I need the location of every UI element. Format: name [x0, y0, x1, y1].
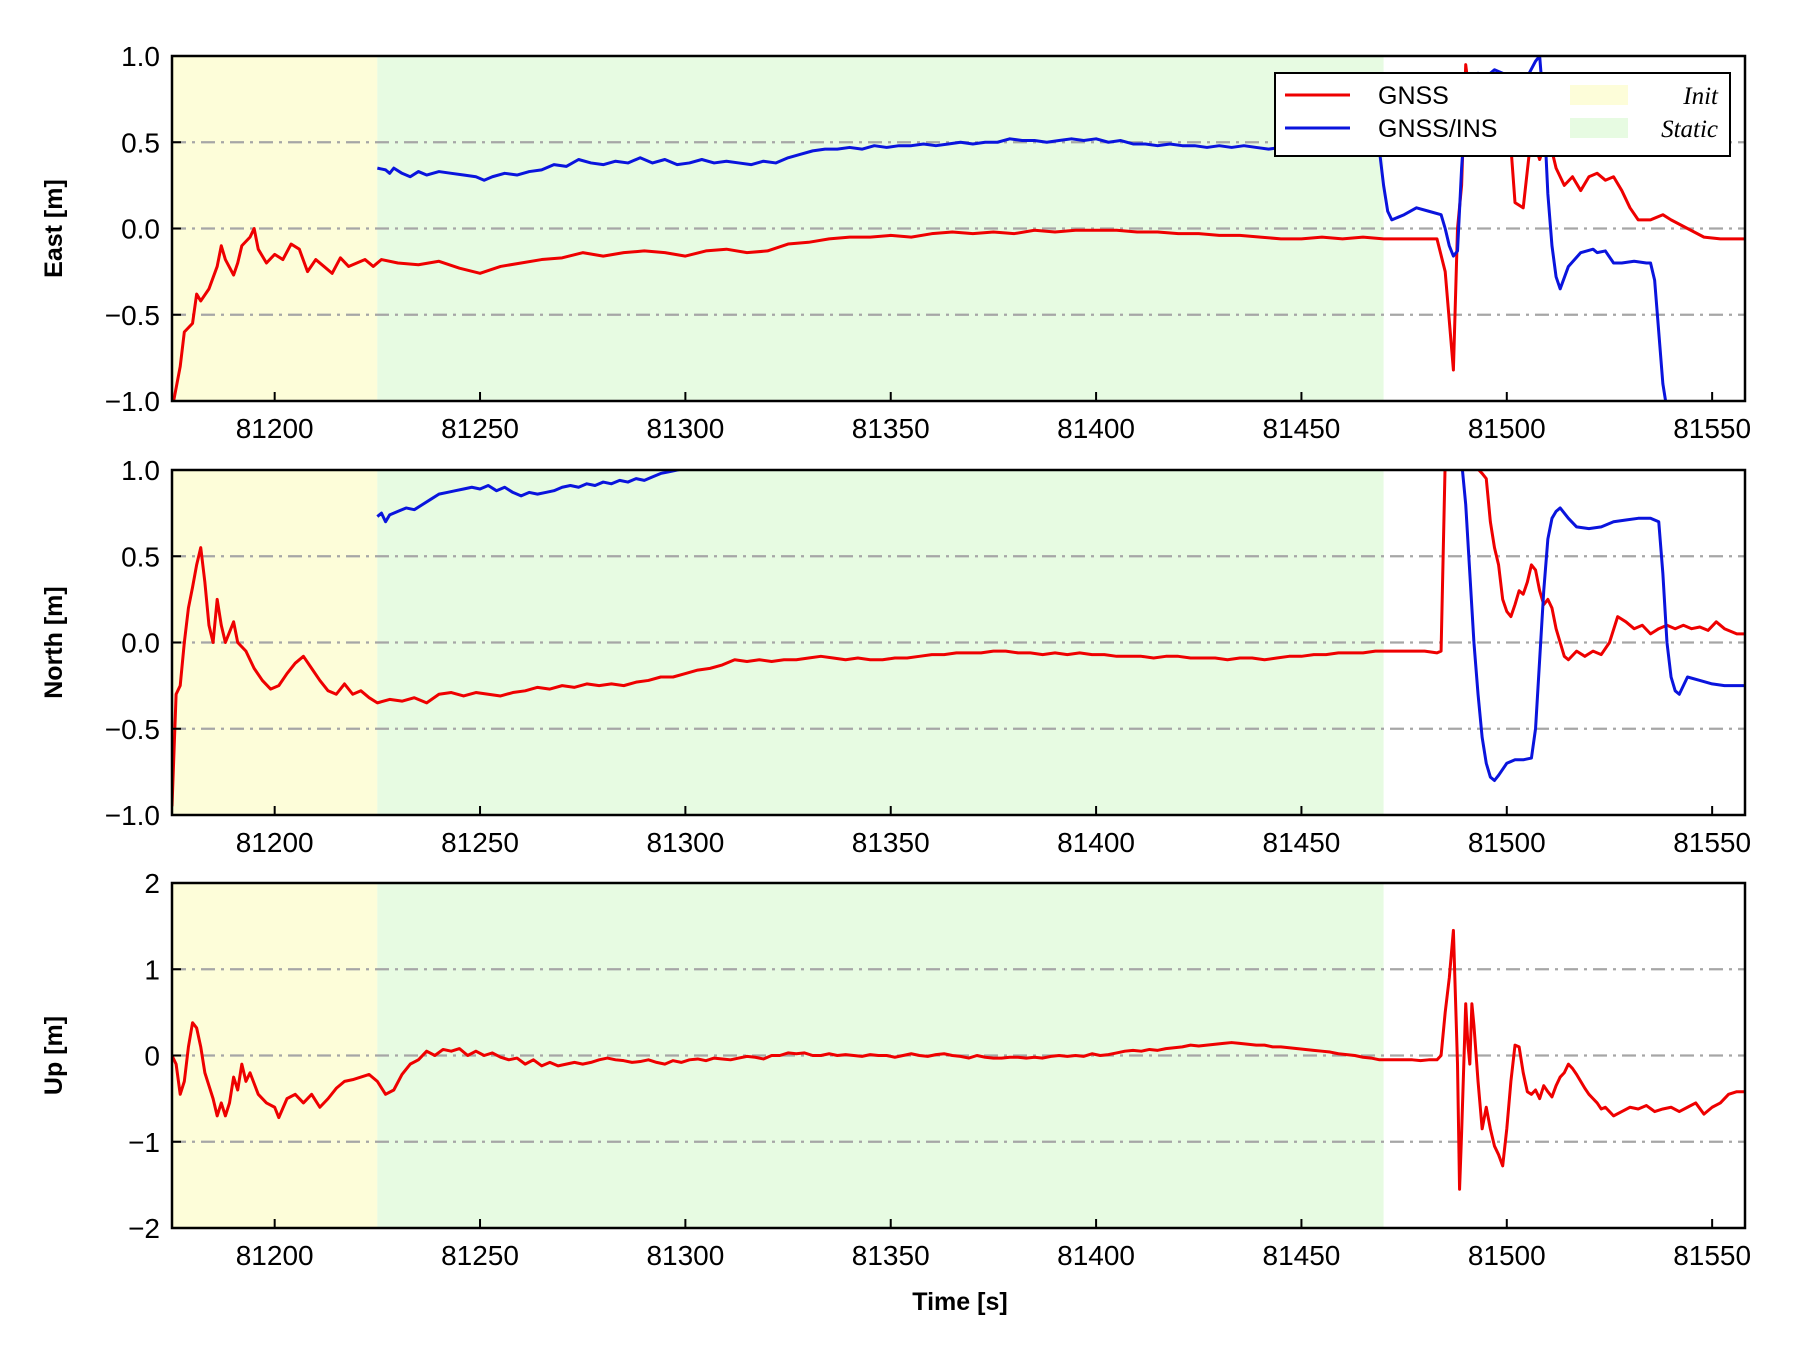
y-tick-label: 2 — [144, 868, 160, 899]
y-axis-label: Up [m] — [40, 1016, 68, 1095]
x-tick-label: 81500 — [1468, 1240, 1546, 1271]
x-tick-label: 81250 — [441, 413, 519, 444]
series-gnss-ins — [376, 470, 685, 524]
legend-label: GNSS/INS — [1378, 115, 1497, 143]
y-tick-label: 0.5 — [121, 127, 160, 158]
x-tick-label: 81200 — [236, 827, 314, 858]
x-tick-label: 81200 — [236, 413, 314, 444]
panel-2: −1.0 −0.5 0.0 0.5 1.0 81200 81250 81300 81350 814… — [40, 455, 1751, 858]
x-tick-label: 81550 — [1673, 413, 1751, 444]
x-tick-label: 81500 — [1468, 827, 1546, 858]
y-tick-label: 0.0 — [121, 628, 160, 659]
y-axis-label: East [m] — [40, 179, 68, 278]
x-tick-label: 81550 — [1673, 1240, 1751, 1271]
legend-label: Static — [1661, 116, 1718, 143]
y-tick-label: 0 — [144, 1041, 160, 1072]
y-tick-label: −1 — [128, 1127, 160, 1158]
legend-swatch-init — [1570, 85, 1628, 105]
panel-3: −2 −1 0 1 2 81200 81250 81300 81350 81400 81450 815… — [40, 868, 1751, 1271]
legend-label: GNSS — [1378, 82, 1449, 110]
y-tick-label: 0.0 — [121, 214, 160, 245]
x-tick-label: 81200 — [236, 1240, 314, 1271]
x-tick-label: 81300 — [646, 413, 724, 444]
x-tick-label: 81450 — [1263, 413, 1341, 444]
x-tick-label: 81350 — [852, 827, 930, 858]
legend-box — [1274, 72, 1731, 157]
x-tick-label: 81350 — [852, 413, 930, 444]
x-tick-label: 81400 — [1057, 1240, 1135, 1271]
series-gnss-ins-late — [1460, 470, 1745, 782]
y-tick-label: 1 — [144, 954, 160, 985]
x-tick-label: 81550 — [1673, 827, 1751, 858]
x-tick-label: 81450 — [1263, 1240, 1341, 1271]
y-tick-label: −2 — [128, 1213, 160, 1244]
series-gnss — [172, 470, 1745, 807]
legend-swatch-static — [1570, 118, 1628, 138]
legend-label: Init — [1682, 83, 1719, 110]
y-tick-label: 1.0 — [121, 41, 160, 72]
x-axis-label: Time [s] — [912, 1288, 1007, 1316]
x-tick-label: 81350 — [852, 1240, 930, 1271]
y-axis-label: North [m] — [40, 586, 68, 698]
y-tick-label: −1.0 — [105, 800, 160, 831]
x-tick-label: 81500 — [1468, 413, 1546, 444]
x-tick-label: 81250 — [441, 1240, 519, 1271]
y-tick-label: 0.5 — [121, 541, 160, 572]
series-gnss — [172, 928, 1745, 1191]
x-tick-label: 81300 — [646, 1240, 724, 1271]
x-tick-label: 81250 — [441, 827, 519, 858]
y-tick-label: −0.5 — [105, 300, 160, 331]
y-tick-label: −0.5 — [105, 714, 160, 745]
x-tick-label: 81300 — [646, 827, 724, 858]
y-tick-label: 1.0 — [121, 455, 160, 486]
panel-1: −1.0 −0.5 0.0 0.5 1.0 81200 81250 81300 81350 814… — [40, 41, 1751, 444]
y-tick-label: −1.0 — [105, 386, 160, 417]
x-tick-label: 81450 — [1263, 827, 1341, 858]
x-tick-label: 81400 — [1057, 413, 1135, 444]
x-tick-label: 81400 — [1057, 827, 1135, 858]
